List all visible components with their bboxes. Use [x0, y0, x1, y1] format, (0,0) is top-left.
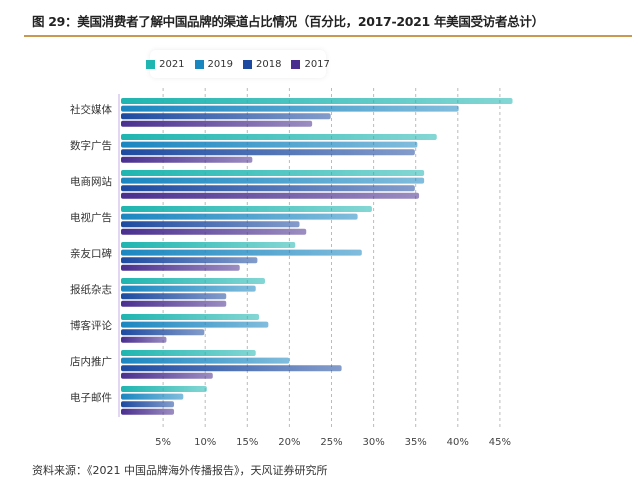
bar-2018 — [121, 257, 258, 264]
bar-2021 — [121, 278, 265, 284]
bar-2017 — [121, 156, 253, 163]
x-tick-label: 5% — [155, 437, 171, 448]
category-label: 亲友口碑 — [70, 247, 112, 260]
bar-2018 — [121, 185, 415, 192]
category-label: 电商网站 — [70, 175, 112, 188]
source-note: 资料来源：《2021 中国品牌海外传播报告》，天风证券研究所 — [32, 464, 328, 477]
x-tick-label: 20% — [278, 437, 300, 448]
bar-2017 — [121, 300, 227, 307]
category-label: 店内推广 — [70, 355, 112, 368]
bar-2021 — [121, 314, 260, 320]
legend-swatch — [194, 59, 204, 69]
legend-swatch — [146, 59, 156, 69]
bar-2019 — [121, 321, 269, 328]
bar-2019 — [121, 357, 290, 364]
category-label: 社交媒体 — [70, 103, 112, 116]
bar-2018 — [121, 329, 205, 336]
bar-2017 — [121, 192, 420, 199]
bar-2018 — [121, 149, 415, 156]
category-label: 报纸杂志 — [70, 283, 112, 296]
bar-2021 — [121, 206, 372, 212]
legend-item-2018: 2018 — [243, 59, 281, 70]
bar-2018 — [121, 293, 227, 300]
bar-2019 — [121, 285, 256, 292]
bar-2021 — [121, 386, 207, 392]
category-label: 数字广告 — [70, 139, 112, 152]
legend-label: 2017 — [304, 58, 330, 70]
x-tick-label: 35% — [405, 437, 427, 448]
bar-2017 — [121, 264, 240, 271]
bar-2018 — [121, 365, 342, 372]
category-label: 电视广告 — [70, 211, 112, 224]
legend-swatch — [243, 59, 252, 69]
x-tick-label: 40% — [447, 437, 469, 448]
category-label: 博客评论 — [70, 319, 112, 332]
bar-2019 — [121, 141, 418, 148]
bar-2021 — [121, 98, 513, 104]
bar-2019 — [121, 105, 459, 112]
legend: 2021 2019 2018 2017 — [146, 50, 330, 78]
bar-2021 — [121, 350, 256, 356]
bar-2018 — [121, 401, 175, 408]
bar-2018 — [121, 221, 300, 228]
bar-2017 — [121, 336, 167, 343]
bar-2021 — [121, 242, 296, 248]
x-tick-label: 45% — [489, 437, 511, 448]
bar-2019 — [121, 249, 362, 256]
legend-item-2019: 2019 — [194, 58, 233, 70]
x-tick-label: 25% — [320, 437, 342, 448]
legend-label: 2021 — [159, 58, 185, 70]
legend-label: 2018 — [256, 58, 282, 70]
bar-2019 — [121, 177, 425, 184]
x-tick-label: 10% — [194, 437, 216, 448]
x-tick-label: 15% — [236, 437, 258, 448]
legend-item-2021: 2021 — [146, 58, 185, 70]
legend-label: 2019 — [207, 58, 233, 70]
bar-2018 — [121, 113, 331, 120]
bar-2021 — [121, 170, 425, 176]
bar-2017 — [121, 408, 175, 415]
legend-swatch — [291, 59, 301, 69]
bar-2021 — [121, 134, 437, 140]
bar-2017 — [121, 372, 213, 379]
legend-item-2017: 2017 — [291, 58, 330, 70]
bar-2017 — [121, 120, 313, 127]
title-divider — [24, 35, 632, 37]
bar-2017 — [121, 228, 307, 235]
bar-2019 — [121, 393, 184, 400]
x-tick-label: 30% — [362, 437, 384, 448]
chart-title: 图 29：美国消费者了解中国品牌的渠道占比情况（百分比，2017-2021 年美… — [32, 14, 544, 29]
bar-2019 — [121, 213, 358, 220]
category-label: 电子邮件 — [70, 391, 112, 404]
